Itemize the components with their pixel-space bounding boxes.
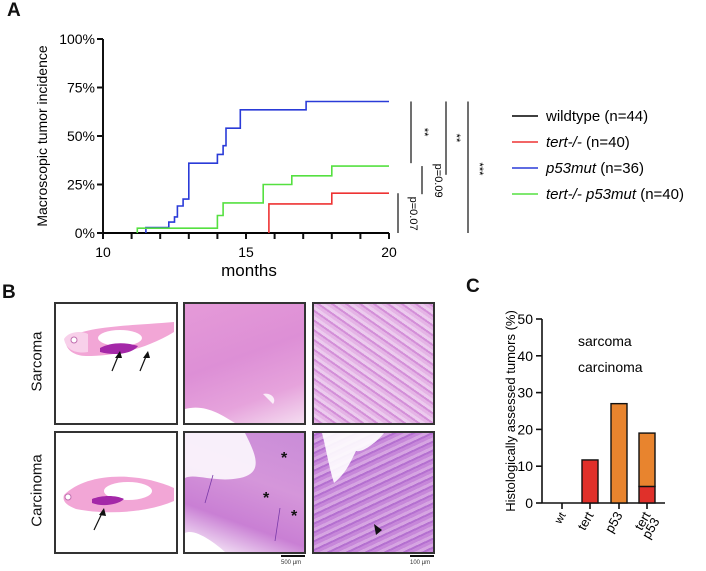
legend-series-n: (n=44) [600,108,648,125]
y-tick-label: 0 [525,495,533,511]
legend-series-n: (n=36) [596,160,644,177]
x-tick-label: 15 [238,244,254,260]
asterisk-marker: * [291,508,298,525]
legend-label-sarcoma: sarcoma [578,333,632,349]
panel-label-a: A [7,0,21,21]
y-tick-label: 0% [75,225,95,241]
scale-bar-500um-label: 500 µm [281,560,302,566]
legend-series-n: (n=40) [636,186,684,203]
tissue-texture [185,393,275,423]
legend-series-name: p53mut [545,160,597,177]
panel-label-b: B [2,282,16,303]
significance-label: ** [450,134,462,143]
significance-label: p=0.07 [407,197,419,231]
legend-label-carcinoma: carcinoma [578,359,643,375]
legend-series-name: tert-/- p53mut [546,186,637,203]
y-tick-label: 75% [67,80,95,96]
bar-carcinoma-tert [581,459,599,504]
bar-sarcoma-tert-p53 [638,432,656,488]
asterisk-marker: * [263,490,270,507]
fish-section-illustration [64,322,174,372]
x-tick-label: 10 [95,244,111,260]
y-tick-label: 20 [517,421,533,437]
series-line-tert-p53mut [136,165,389,233]
scale-bar-500um [281,555,305,557]
significance-label: p=0.09 [432,164,444,198]
y-tick-label: 40 [517,348,533,364]
y-axis-label: Histologically assessed tumors (%) [503,310,518,512]
bar-sarcoma-p53 [610,402,628,504]
legend-series-name: tert-/- [546,134,582,151]
panel-label-c: C [466,276,480,297]
significance-label: *** [473,163,485,177]
legend-label: tert-/- (n=40) [546,134,630,151]
row-label-sarcoma: Sarcoma [28,331,46,392]
significance-label: ** [418,128,430,137]
x-axis-label: months [221,261,277,280]
legend-label: tert-/- p53mut (n=40) [546,186,684,203]
y-tick-label: 50 [517,311,533,327]
series-line-p53mut [145,100,389,233]
fish-section-illustration [63,476,174,531]
asterisk-marker: * [281,450,288,467]
legend-label: p53mut (n=36) [545,160,644,177]
bar-carcinoma-tert-p53 [638,485,656,504]
carcinoma-high-mag-image [312,431,435,554]
y-tick-label: 10 [517,458,533,474]
y-tick-label: 30 [517,385,533,401]
sarcoma-high-mag-image [312,302,435,425]
x-tick-label: tert [574,509,597,533]
legend-label: wildtype (n=44) [545,108,648,125]
legend-series-name: wildtype [545,108,600,125]
tissue-texture [322,433,384,535]
carcinoma-low-mag-image: * * * [183,431,306,554]
y-tick-label: 25% [67,177,95,193]
scale-bar-100um [410,555,434,557]
x-tick-label: wt [552,511,568,527]
sarcoma-low-mag-image [183,302,306,425]
tissue-texture: * * * [185,433,298,552]
y-axis-label: Macroscopic tumor incidence [34,45,50,227]
y-tick-label: 50% [67,128,95,144]
tumor-incidence-chart: 0%25%50%75%100%10 15 20 p=0.07**p=0.09****… [34,31,684,280]
row-label-carcinoma: Carcinoma [28,454,46,527]
scale-bar-100um-label: 100 µm [410,560,431,566]
legend-series-n: (n=40) [582,134,630,151]
sarcoma-whole-fish-image [54,302,178,425]
series-line-tert [268,192,389,233]
carcinoma-whole-fish-image [54,431,178,554]
x-tick-label: p53 [602,509,626,535]
y-tick-label: 100% [59,31,95,47]
arrowhead-icon [374,524,382,535]
x-tick-label: 20 [381,244,397,260]
